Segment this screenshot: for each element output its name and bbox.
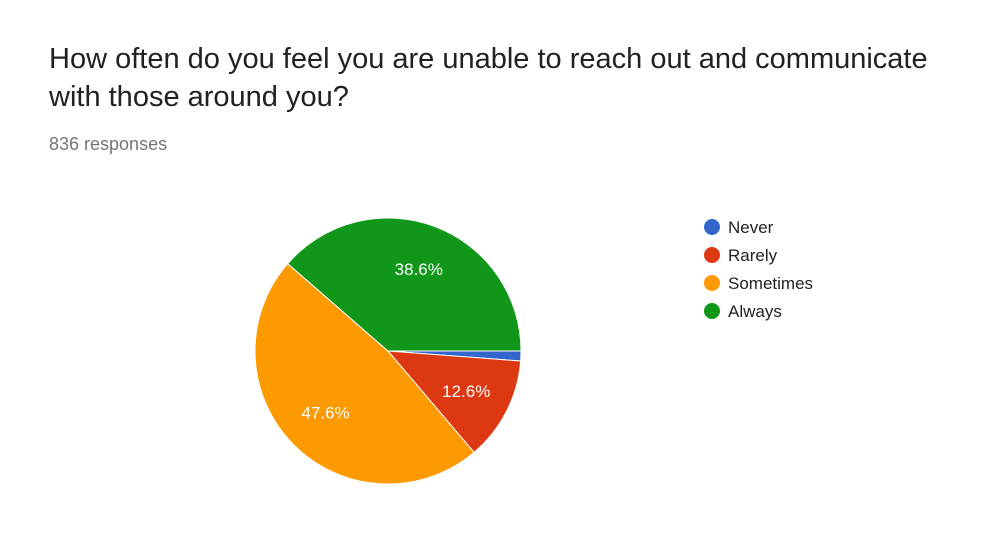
legend-marker-always <box>704 303 720 319</box>
slice-label-always: 38.6% <box>395 260 443 279</box>
legend-marker-rarely <box>704 247 720 263</box>
pie-slice-always <box>286 217 522 352</box>
legend-label-never: Never <box>728 218 774 237</box>
response-count: 836 responses <box>49 134 168 154</box>
legend-label-always: Always <box>728 302 782 321</box>
pie-slice-labels: 12.6% 47.6% 38.6% <box>301 260 490 423</box>
chart-title: How often do you feel you are unable to … <box>49 43 928 113</box>
slice-label-rarely: 12.6% <box>442 382 490 401</box>
legend-marker-sometimes <box>704 275 720 291</box>
pie-slice-rarely <box>386 350 522 454</box>
legend-label-rarely: Rarely <box>728 246 778 265</box>
legend-label-sometimes: Sometimes <box>728 274 813 293</box>
pie-slice-sometimes <box>254 262 475 485</box>
slice-label-sometimes: 47.6% <box>301 404 349 423</box>
pie-slices <box>254 217 522 485</box>
legend-marker-never <box>704 219 720 235</box>
legend: Never Rarely Sometimes Always <box>704 218 813 321</box>
